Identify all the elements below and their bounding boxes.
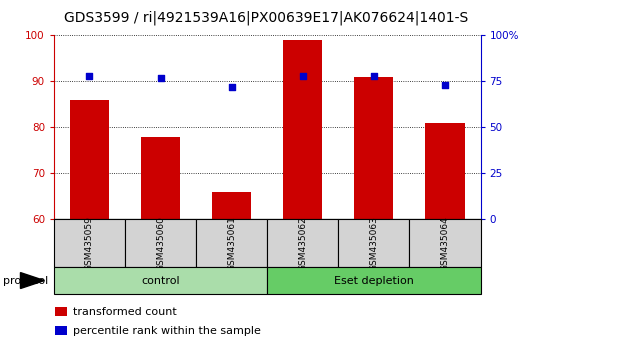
Bar [354, 77, 394, 354]
Point [227, 84, 237, 90]
Text: GSM435062: GSM435062 [298, 216, 308, 271]
Point [440, 82, 450, 88]
Text: protocol: protocol [3, 275, 48, 286]
Bar [283, 40, 322, 354]
Bar [267, 219, 339, 267]
Bar [54, 267, 267, 294]
Text: control: control [141, 275, 180, 286]
Text: GSM435061: GSM435061 [227, 216, 236, 271]
Text: GSM435059: GSM435059 [85, 216, 94, 271]
Text: Eset depletion: Eset depletion [334, 275, 414, 286]
Bar [339, 219, 409, 267]
Bar [196, 219, 267, 267]
Bar [70, 100, 109, 354]
Bar [425, 123, 464, 354]
Bar [212, 192, 251, 354]
Polygon shape [20, 273, 45, 289]
Text: GSM435063: GSM435063 [370, 216, 378, 271]
Bar [141, 137, 180, 354]
Text: transformed count: transformed count [73, 307, 176, 316]
Bar [409, 219, 481, 267]
Point [369, 73, 379, 79]
Point [84, 73, 94, 79]
Bar [54, 219, 125, 267]
Text: GSM435060: GSM435060 [156, 216, 165, 271]
Text: GSM435064: GSM435064 [440, 216, 450, 271]
Point [156, 75, 166, 81]
Bar [267, 267, 480, 294]
Bar [125, 219, 196, 267]
Text: percentile rank within the sample: percentile rank within the sample [73, 326, 260, 336]
Point [298, 73, 308, 79]
Text: GDS3599 / ri|4921539A16|PX00639E17|AK076624|1401-S: GDS3599 / ri|4921539A16|PX00639E17|AK076… [64, 11, 469, 25]
